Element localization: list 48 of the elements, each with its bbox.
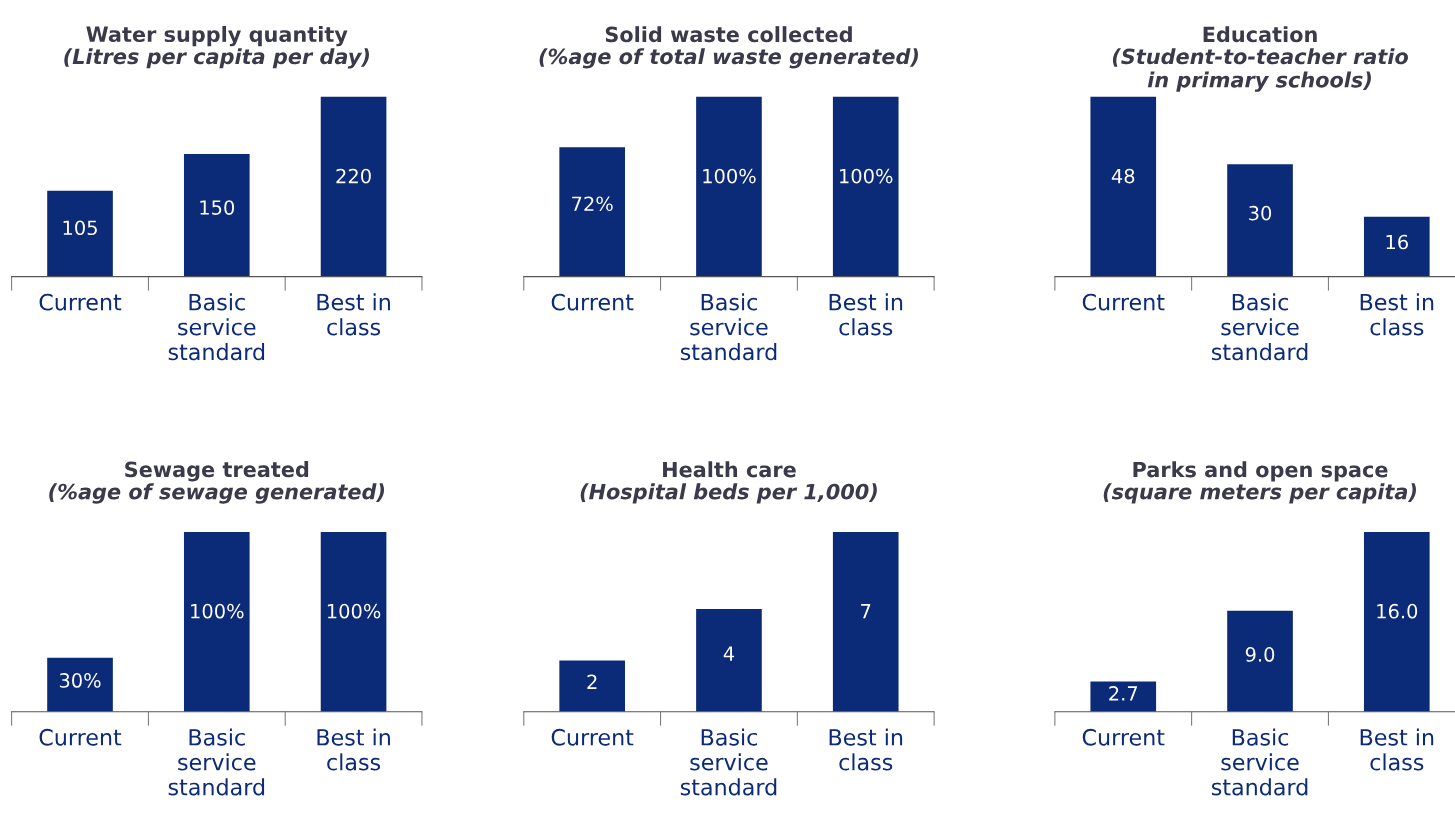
data-label: 7 (861, 604, 871, 619)
data-label: 100% (327, 603, 381, 619)
x-tick-label: Basic service standard (168, 293, 265, 361)
x-tick-label: Current (551, 728, 634, 746)
chart-title: Sewage treated (125, 461, 309, 482)
chart-subtitle: (%age of total waste generated) (539, 48, 918, 69)
chart-subtitle: (square meters per capita) (1103, 483, 1416, 504)
data-label: 100% (840, 168, 893, 184)
data-label: 72% (572, 196, 613, 212)
x-tick-label: Best in class (829, 293, 903, 336)
data-label: 2.7 (1109, 686, 1138, 701)
data-label: 30% (59, 673, 101, 688)
data-label: 105 (63, 220, 97, 236)
data-label: 9.0 (1245, 647, 1275, 662)
chart-title: Parks and open space (1133, 461, 1388, 482)
chart-subtitle: (Hospital beds per 1,000) (580, 483, 877, 504)
x-tick-label: Best in class (317, 293, 390, 336)
data-label: 48 (1111, 168, 1135, 184)
x-tick-label: Basic service standard (1211, 293, 1308, 361)
x-tick-label: Current (39, 293, 122, 311)
data-label: 100% (191, 603, 244, 619)
x-tick-label: Basic service standard (680, 728, 777, 796)
chart-subtitle: (Student-to-teacher ratio in primary schools) (1112, 48, 1408, 92)
chart-title: Solid waste collected (605, 26, 852, 43)
chart-title: Education (1203, 26, 1317, 43)
data-label: 150 (200, 200, 235, 215)
data-label: 4 (723, 646, 735, 661)
x-tick-label: Best in class (1360, 728, 1434, 771)
x-tick-label: Current (1082, 293, 1165, 311)
data-label: 16.0 (1377, 603, 1418, 619)
x-tick-label: Basic service standard (1211, 728, 1308, 796)
chart-title: Health care (663, 461, 796, 478)
data-label: 100% (703, 168, 756, 184)
x-tick-label: Current (39, 728, 122, 746)
x-tick-label: Basic service standard (168, 728, 265, 796)
chart-title: Water supply quantity (86, 25, 348, 47)
x-tick-label: Current (551, 293, 634, 311)
data-label: 220 (336, 168, 371, 184)
x-tick-label: Current (1082, 728, 1165, 746)
chart-subtitle: (%age of sewage generated) (49, 483, 385, 504)
x-tick-label: Best in class (829, 728, 903, 771)
data-label: 2 (587, 674, 597, 689)
chart-subtitle: (Litres per capita per day) (64, 48, 369, 69)
x-tick-label: Best in class (317, 728, 390, 771)
data-label: 30 (1249, 205, 1272, 221)
x-tick-label: Best in class (1360, 293, 1434, 336)
data-label: 16 (1386, 234, 1408, 250)
x-tick-label: Basic service standard (680, 293, 777, 361)
